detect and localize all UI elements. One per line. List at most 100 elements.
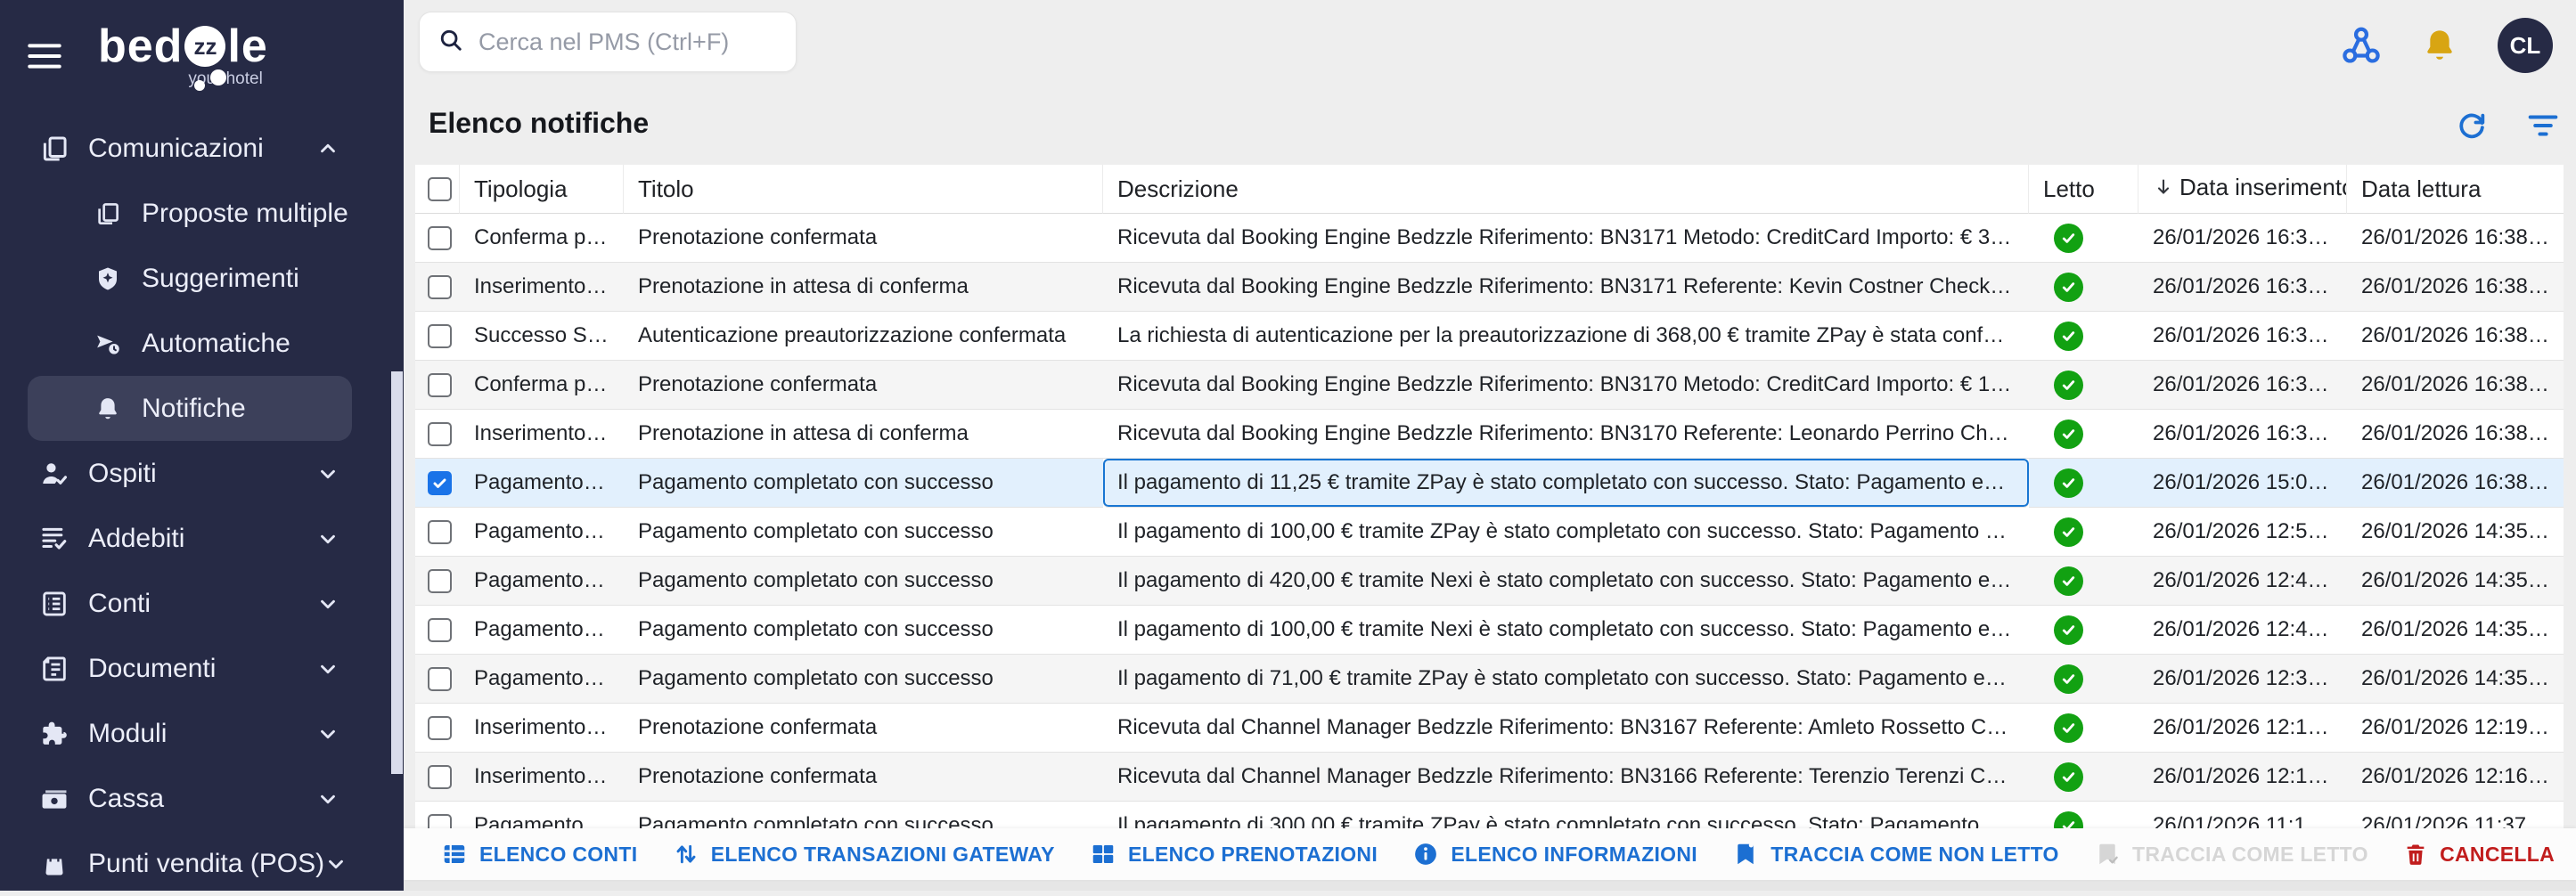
sidebar-scrollbar[interactable] <box>391 371 403 774</box>
row-checkbox-checked[interactable] <box>428 470 452 495</box>
cell-tipologia: Inserimento p... <box>460 704 624 753</box>
integrations-webhook-icon[interactable] <box>2341 25 2382 66</box>
cell-descrizione: Il pagamento di 100,00 € tramite ZPay è … <box>1103 508 2029 557</box>
table-row[interactable]: Pagamento fi... Pagamento completato con… <box>415 508 2564 557</box>
topbar: CL <box>404 0 2576 91</box>
global-search[interactable] <box>419 12 797 72</box>
elenco-conti-button[interactable]: ELENCO CONTI <box>441 841 637 867</box>
table-row[interactable]: Pagamento fi... Pagamento completato con… <box>415 606 2564 655</box>
cell-tipologia: Successo SC... <box>460 312 624 361</box>
automation-send-icon <box>92 330 124 357</box>
column-header-descrizione[interactable]: Descrizione <box>1103 165 2029 214</box>
cell-tipologia: Pagamento fi... <box>460 655 624 704</box>
elenco-prenotazioni-button[interactable]: ELENCO PRENOTAZIONI <box>1090 841 1378 867</box>
notifications-bell-icon[interactable] <box>2421 27 2458 64</box>
column-header-letto[interactable]: Letto <box>2029 165 2138 214</box>
sidebar-item-cassa[interactable]: Cassa <box>28 766 352 831</box>
cell-descrizione-focused[interactable]: Il pagamento di 11,25 € tramite ZPay è s… <box>1103 459 2029 508</box>
cell-data-lettura: 26/01/2026 16:38:23 <box>2347 263 2564 312</box>
sidebar-item-comunicazioni[interactable]: Comunicazioni <box>28 116 352 181</box>
traccia-come-non-letto-button[interactable]: TRACCIA COME NON LETTO <box>1732 841 2058 867</box>
cancella-button[interactable]: CANCELLA <box>2403 842 2555 867</box>
sidebar-item-label: Automatiche <box>142 328 290 358</box>
column-header-titolo[interactable]: Titolo <box>624 165 1103 214</box>
read-status-icon <box>2054 223 2083 253</box>
row-checkbox[interactable] <box>428 813 452 828</box>
sidebar-item-suggerimenti[interactable]: Suggerimenti <box>28 246 352 311</box>
info-icon <box>1415 843 1437 865</box>
table-row[interactable]: Successo SC... Autenticazione preautoriz… <box>415 312 2564 361</box>
traccia-come-letto-button[interactable]: TRACCIA COME LETTO <box>2094 841 2368 867</box>
sidebar-item-conti[interactable]: Conti <box>28 571 352 636</box>
table-row[interactable]: Pagamento fi... Pagamento completato con… <box>415 802 2564 828</box>
read-status-icon <box>2054 664 2083 694</box>
search-input[interactable] <box>478 28 794 56</box>
column-header-data-lettura[interactable]: Data lettura <box>2347 165 2564 214</box>
row-checkbox[interactable] <box>428 274 452 299</box>
cell-data-lettura: 26/01/2026 14:35:43 <box>2347 655 2564 704</box>
sidebar-item-notifiche[interactable]: Notifiche <box>28 376 352 441</box>
chevron-down-icon <box>316 657 339 680</box>
cell-letto <box>2029 312 2138 361</box>
refresh-icon[interactable] <box>2455 109 2489 143</box>
cell-tipologia: Conferma pre... <box>460 361 624 410</box>
chevron-down-icon <box>316 722 339 745</box>
user-avatar[interactable]: CL <box>2498 18 2553 73</box>
row-checkbox[interactable] <box>428 225 452 250</box>
grid-icon <box>1092 845 1114 863</box>
sidebar-item-proposte-multiple[interactable]: Proposte multiple <box>28 181 352 246</box>
sidebar-item-punti-vendita-pos[interactable]: Punti vendita (POS) <box>28 831 352 896</box>
row-checkbox[interactable] <box>428 372 452 397</box>
cell-descrizione: Ricevuta dal Channel Manager Bedzzle Rif… <box>1103 704 2029 753</box>
row-checkbox[interactable] <box>428 519 452 544</box>
cell-data-inserimento: 26/01/2026 16:30:08 <box>2138 410 2347 459</box>
table-row[interactable]: Inserimento p... Prenotazione confermata… <box>415 704 2564 753</box>
cell-data-lettura: 26/01/2026 16:38:23 <box>2347 312 2564 361</box>
table-row[interactable]: Inserimento p... Prenotazione in attesa … <box>415 263 2564 312</box>
search-icon <box>438 27 464 58</box>
row-checkbox[interactable] <box>428 617 452 642</box>
sidebar-menu: Comunicazioni Proposte multiple Suggerim… <box>0 116 404 896</box>
sidebar-item-addebiti[interactable]: Addebiti <box>28 506 352 571</box>
title-row: Elenco notifiche <box>404 91 2576 165</box>
table-row[interactable]: Inserimento p... Prenotazione confermata… <box>415 753 2564 802</box>
title-actions <box>2455 109 2560 143</box>
table-row[interactable]: Inserimento p... Prenotazione in attesa … <box>415 410 2564 459</box>
row-checkbox[interactable] <box>428 568 452 593</box>
sidebar-item-ospiti[interactable]: Ospiti <box>28 441 352 506</box>
filter-icon[interactable] <box>2526 109 2560 143</box>
elenco-transazioni-gateway-button[interactable]: ELENCO TRANSAZIONI GATEWAY <box>673 841 1055 867</box>
table-icon <box>444 845 465 863</box>
hamburger-menu-icon[interactable] <box>27 41 62 76</box>
select-all-checkbox[interactable] <box>428 176 452 201</box>
table-row-selected[interactable]: Pagamento fi... Pagamento completato con… <box>415 459 2564 508</box>
cell-letto <box>2029 459 2138 508</box>
table-row[interactable]: Pagamento fi... Pagamento completato con… <box>415 557 2564 606</box>
row-checkbox[interactable] <box>428 323 452 348</box>
column-header-data-inserimento[interactable]: Data inserimento <box>2138 165 2347 214</box>
read-status-icon <box>2054 566 2083 596</box>
sidebar-item-documenti[interactable]: Documenti <box>28 636 352 701</box>
table-row[interactable]: Conferma pre... Prenotazione confermata … <box>415 214 2564 263</box>
cell-descrizione: Il pagamento di 100,00 € tramite Nexi è … <box>1103 606 2029 655</box>
sidebar-item-moduli[interactable]: Moduli <box>28 701 352 766</box>
sidebar-item-label: Documenti <box>88 653 217 683</box>
cell-descrizione: Il pagamento di 300,00 € tramite ZPay è … <box>1103 802 2029 828</box>
column-header-tipologia[interactable]: Tipologia <box>460 165 624 214</box>
table-row[interactable]: Pagamento fi... Pagamento completato con… <box>415 655 2564 704</box>
cell-data-inserimento: 26/01/2026 16:33:10 <box>2138 263 2347 312</box>
sidebar-item-automatiche[interactable]: Automatiche <box>28 311 352 376</box>
row-checkbox[interactable] <box>428 715 452 740</box>
chevron-down-icon <box>316 787 339 810</box>
read-status-icon <box>2054 810 2083 828</box>
elenco-informazioni-button[interactable]: ELENCO INFORMAZIONI <box>1412 841 1697 867</box>
row-checkbox[interactable] <box>428 764 452 789</box>
sidebar-item-label: Suggerimenti <box>142 263 299 293</box>
cell-letto <box>2029 557 2138 606</box>
cell-titolo: Prenotazione confermata <box>624 214 1103 263</box>
table-row[interactable]: Conferma pre... Prenotazione confermata … <box>415 361 2564 410</box>
row-checkbox[interactable] <box>428 421 452 446</box>
row-checkbox[interactable] <box>428 666 452 691</box>
cell-titolo: Pagamento completato con successo <box>624 557 1103 606</box>
bedzzle-logo[interactable]: bed zz le your hotel <box>98 20 268 91</box>
